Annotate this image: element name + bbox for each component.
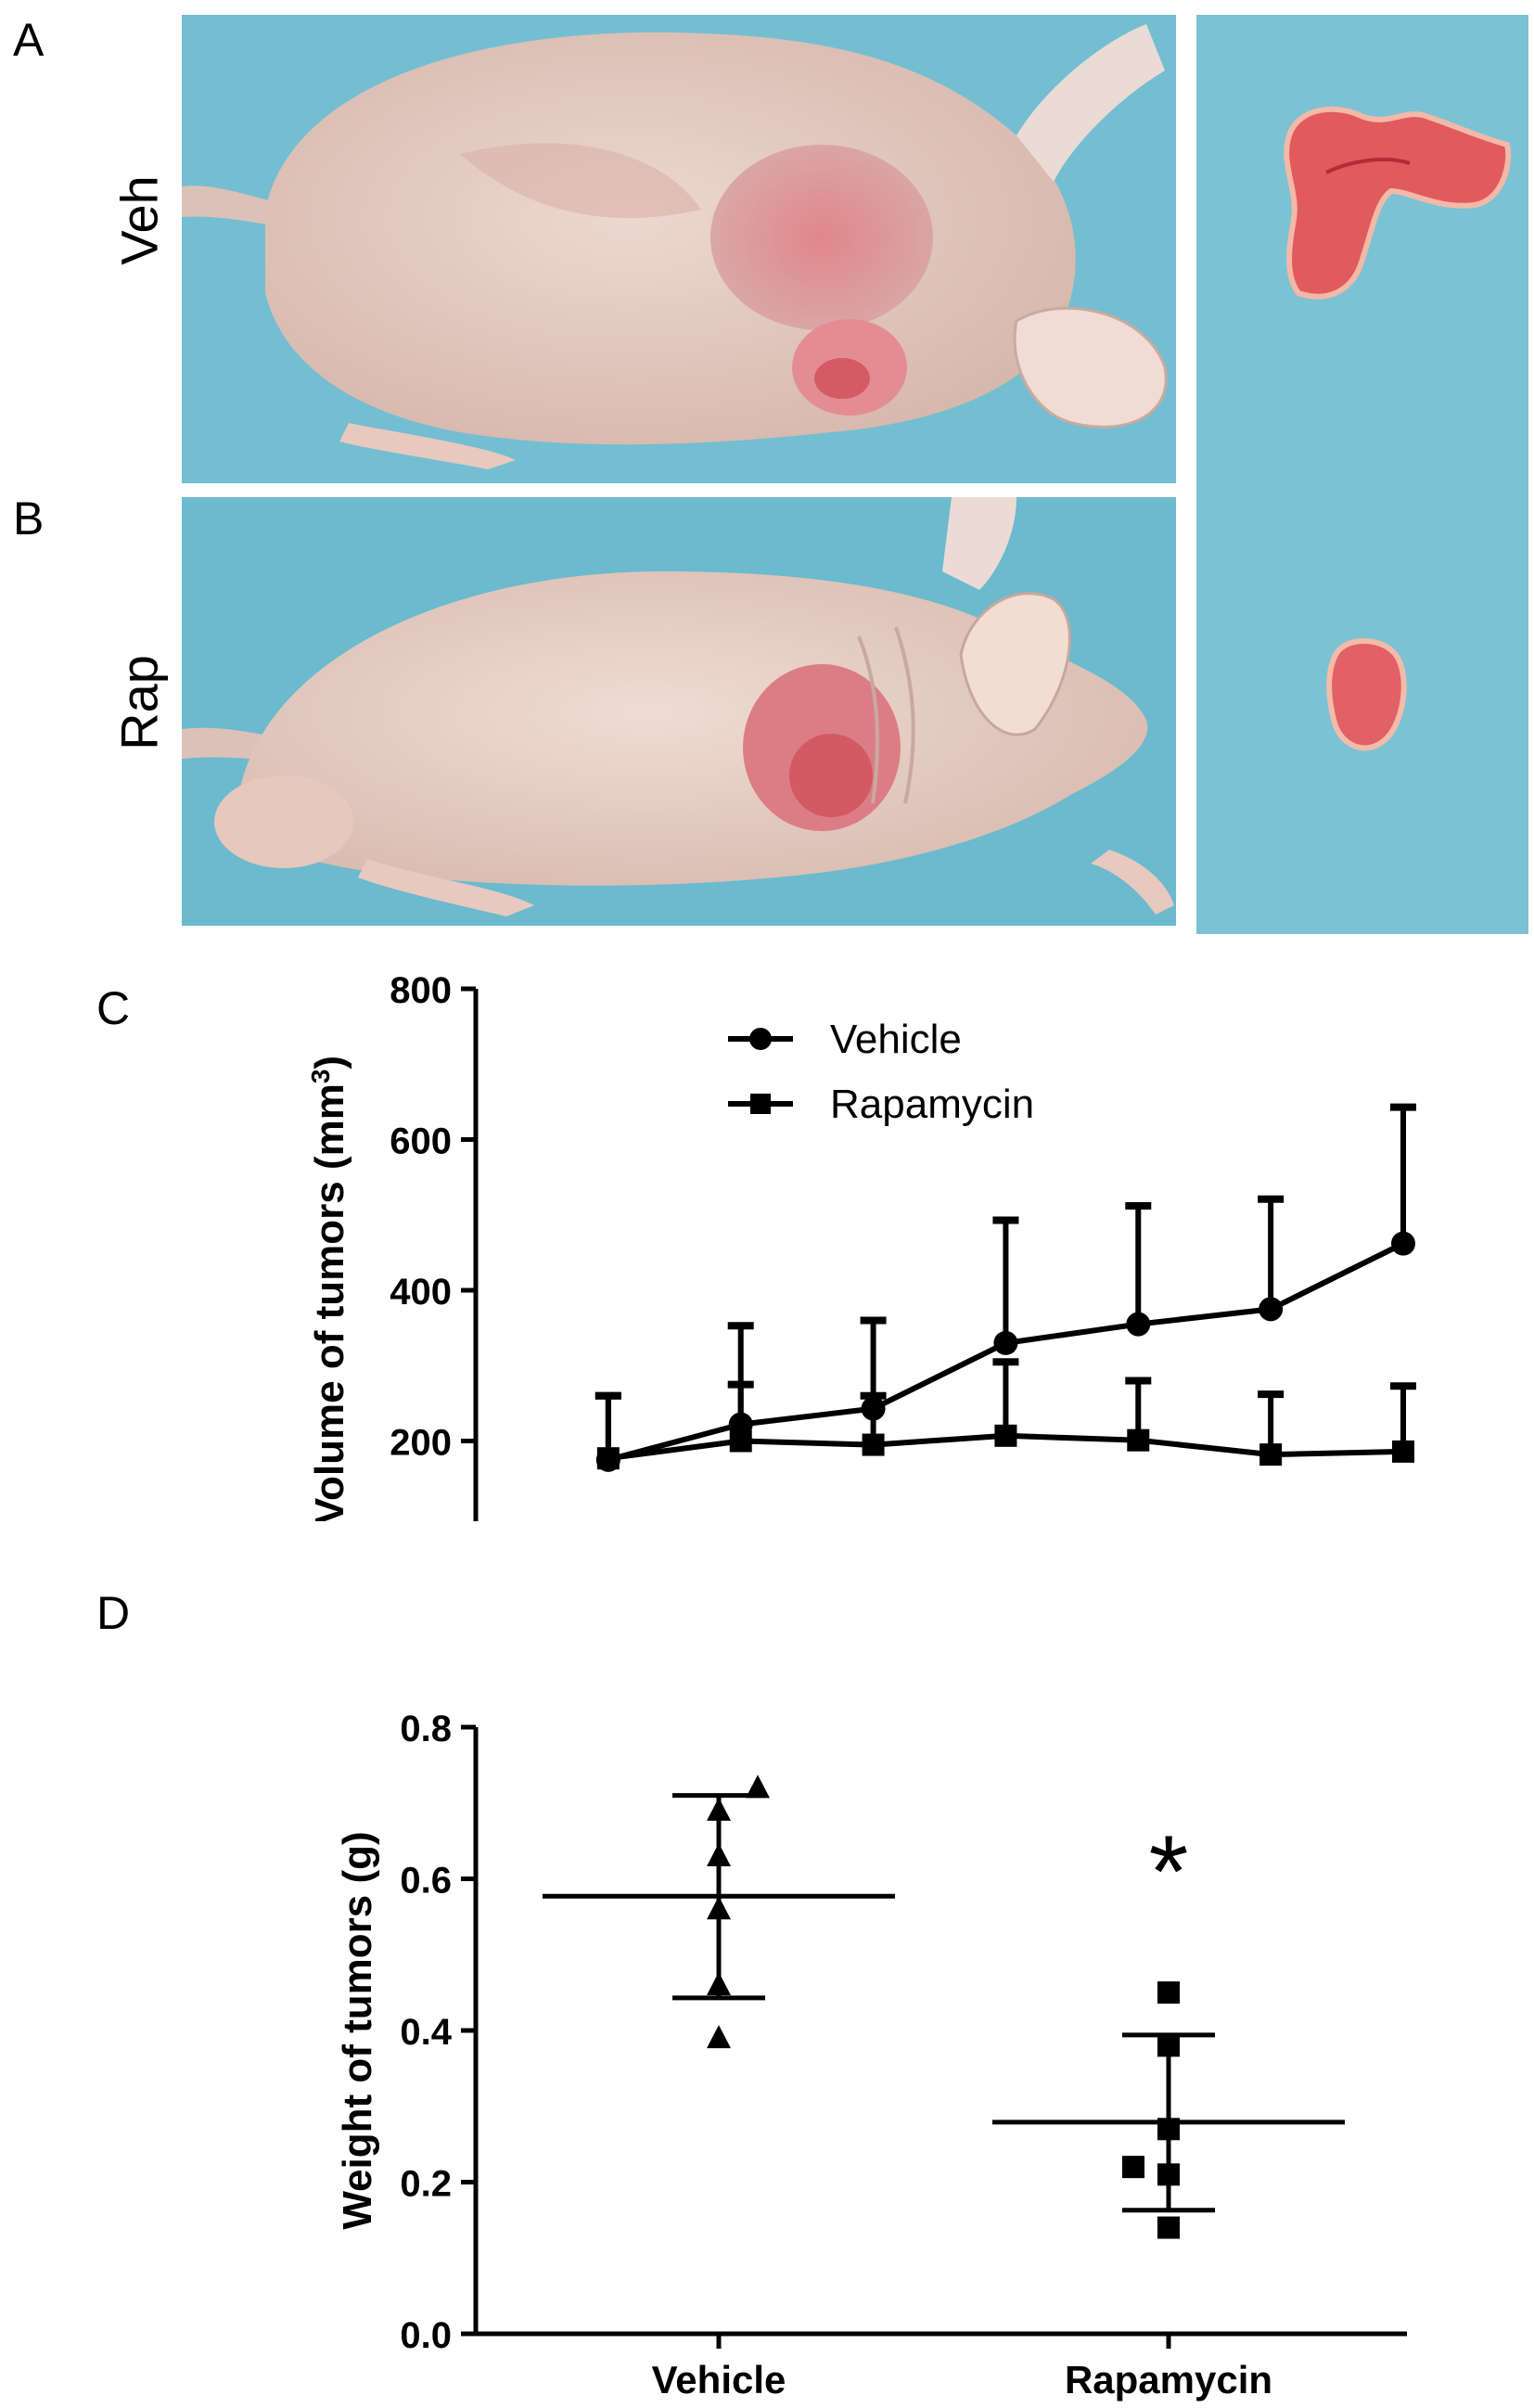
significance-asterisk: *	[1149, 1815, 1189, 1929]
volume-point-rapamycin	[1392, 1440, 1414, 1463]
volume-point-rapamycin	[1259, 1443, 1283, 1467]
photo-rapamycin-mouse	[182, 497, 1176, 926]
photo-label-veh: Veh	[109, 175, 169, 265]
weight-y-tick-label: 0.6	[400, 1861, 452, 1902]
weight-point-rapamycin	[1157, 2118, 1180, 2141]
weight-y-tick-label: 0.0	[400, 2315, 452, 2356]
weight-point-vehicle	[707, 1896, 731, 1920]
legend-label-rapamycin: Rapamycin	[830, 1082, 1034, 1127]
legend-marker-vehicle	[749, 1028, 772, 1050]
weight-category-label-vehicle: Vehicle	[652, 2358, 786, 2402]
weight-y-tick-label: 0.4	[400, 2012, 452, 2053]
weight-scatter-chart: Weight of tumors (g) 0.0 0.2 0.4 0.6 0.8 Vehi…	[335, 1709, 1407, 2402]
photo-label-rap: Rap	[109, 655, 169, 750]
volume-point-vehicle	[1391, 1231, 1415, 1256]
weight-category-label-rapamycin: Rapamycin	[1065, 2358, 1272, 2402]
weight-point-rapamycin	[1157, 2163, 1180, 2186]
volume-y-axis-label-group: Volume of tumors (mm3)	[306, 1056, 353, 1521]
photo-excised-tumors	[1196, 15, 1528, 934]
weight-point-rapamycin	[1122, 2156, 1144, 2179]
weight-point-vehicle	[707, 1842, 731, 1866]
photo-vehicle-mouse	[182, 15, 1176, 483]
panel-letter-d: D	[96, 1587, 131, 1639]
volume-y-tick-label: 800	[390, 970, 452, 1011]
weight-point-vehicle	[707, 1971, 731, 1995]
weight-point-vehicle	[746, 1774, 770, 1799]
legend-label-vehicle: Vehicle	[830, 1017, 962, 1062]
volume-point-vehicle	[861, 1396, 886, 1421]
volume-y-axis-label: Volume of tumors (mm3)	[306, 1056, 353, 1521]
volume-point-rapamycin	[994, 1424, 1017, 1447]
volume-y-tick-label: 600	[390, 1121, 452, 1162]
weight-point-rapamycin	[1157, 1981, 1180, 2005]
weight-point-rapamycin	[1157, 2216, 1180, 2239]
volume-point-rapamycin	[596, 1447, 620, 1470]
volume-y-tick-label: 400	[390, 1272, 452, 1313]
volume-point-rapamycin	[729, 1429, 752, 1453]
volume-point-vehicle	[1259, 1297, 1284, 1322]
volume-point-rapamycin	[1127, 1428, 1150, 1452]
volume-line-chart: Volume of tumors (mm3) 02004006008001416…	[306, 970, 1416, 1521]
panel-letter-c: C	[96, 982, 131, 1034]
weight-y-tick-label: 0.2	[400, 2164, 452, 2205]
weight-y-tick-label: 0.8	[400, 1709, 452, 1749]
weight-point-vehicle	[707, 2025, 731, 2049]
panel-letter-b: B	[13, 493, 45, 544]
volume-y-tick-label: 200	[390, 1423, 452, 1464]
legend-marker-rapamycin	[750, 1094, 771, 1114]
weight-point-vehicle	[707, 1797, 731, 1821]
volume-point-rapamycin	[862, 1433, 885, 1456]
weight-y-axis-label: Weight of tumors (g)	[335, 1831, 380, 2229]
panel-letter-a: A	[13, 14, 45, 66]
volume-point-vehicle	[1126, 1312, 1151, 1337]
volume-point-vehicle	[993, 1330, 1018, 1355]
weight-point-rapamycin	[1157, 2034, 1180, 2057]
